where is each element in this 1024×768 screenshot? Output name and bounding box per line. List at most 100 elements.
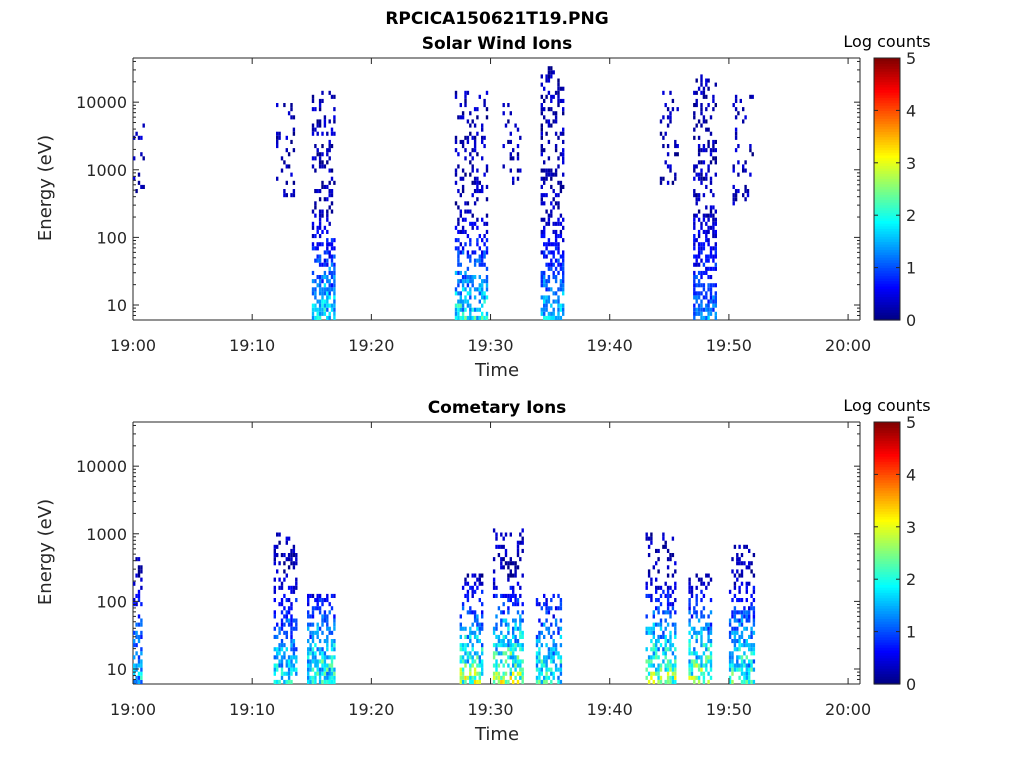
spectrogram-cell (540, 622, 543, 627)
spectrogram-cell (473, 180, 477, 185)
spectrogram-cell (666, 585, 670, 590)
spectrogram-cell (545, 78, 548, 83)
spectrogram-cell (326, 675, 329, 680)
spectrogram-cell (476, 180, 479, 185)
spectrogram-cell (137, 655, 141, 660)
spectrogram-cell (697, 234, 701, 239)
spectrogram-cell (485, 213, 489, 218)
colorbar-segment (874, 257, 900, 261)
spectrogram-cell (476, 115, 479, 120)
spectrogram-cell (693, 663, 696, 668)
colorbar-segment (874, 482, 900, 486)
spectrogram-cell (645, 532, 648, 537)
spectrogram-cell (276, 103, 279, 108)
spectrogram-cell (655, 585, 658, 590)
spectrogram-cell (512, 589, 515, 594)
colorbar-segment (874, 230, 900, 235)
spectrogram-cell (521, 675, 524, 680)
spectrogram-cell (740, 679, 744, 684)
spectrogram-cell (290, 647, 293, 652)
spectrogram-cell (697, 675, 701, 680)
spectrogram-cell (307, 671, 310, 676)
spectrogram-cell (674, 667, 677, 672)
spectrogram-cell (290, 193, 293, 198)
spectrogram-cell (323, 659, 327, 664)
spectrogram-cell (500, 639, 503, 644)
spectrogram-cell (316, 148, 319, 153)
spectrogram-cell (752, 606, 756, 611)
spectrogram-cell (702, 148, 706, 153)
spectrogram-cell (702, 626, 706, 631)
spectrogram-cell (712, 266, 715, 271)
x-tick-label: 19:00 (110, 700, 156, 719)
colorbar-segment (874, 81, 900, 85)
spectrogram-cell (705, 82, 708, 87)
spectrogram-cell (495, 634, 498, 639)
spectrogram-cell (652, 610, 655, 615)
spectrogram-cell (290, 679, 293, 684)
spectrogram-cell (464, 279, 467, 284)
spectrogram-cell (707, 213, 710, 218)
spectrogram-cell (273, 626, 276, 631)
spectrogram-cell (280, 618, 284, 623)
spectrogram-cell (728, 651, 732, 656)
spectrogram-cell (333, 647, 336, 652)
spectrogram-cell (290, 667, 293, 672)
spectrogram-cell (562, 172, 565, 177)
spectrogram-cell (697, 270, 701, 275)
spectrogram-cell (535, 667, 539, 672)
spectrogram-cell (314, 663, 317, 668)
spectrogram-cell (557, 86, 560, 91)
spectrogram-cell (736, 618, 739, 623)
spectrogram-cell (714, 266, 717, 271)
spectrogram-cell (311, 639, 315, 644)
spectrogram-cell (509, 569, 512, 574)
spectrogram-cell (674, 675, 677, 680)
spectrogram-cell (507, 647, 510, 652)
spectrogram-cell (316, 606, 319, 611)
spectrogram-cell (318, 610, 322, 615)
spectrogram-cell (707, 671, 710, 676)
colorbar-tick-label: 4 (906, 465, 916, 484)
spectrogram-cell (500, 532, 503, 537)
spectrogram-cell (454, 201, 458, 206)
spectrogram-cell (330, 643, 334, 648)
spectrogram-cell (321, 311, 324, 316)
spectrogram-cell (133, 667, 136, 672)
spectrogram-cell (321, 307, 324, 312)
spectrogram-cell (748, 671, 751, 676)
spectrogram-cell (688, 651, 691, 656)
spectrogram-cell (323, 270, 327, 275)
spectrogram-cell (314, 287, 317, 292)
spectrogram-cell (278, 131, 281, 136)
spectrogram-cell (481, 189, 484, 194)
spectrogram-cell (276, 144, 279, 149)
spectrogram-cell (693, 279, 696, 284)
spectrogram-cell (323, 614, 327, 619)
spectrogram-cell (280, 602, 284, 607)
spectrogram-cell (752, 659, 756, 664)
spectrogram-cell (466, 643, 470, 648)
colorbar-segment (874, 487, 900, 491)
spectrogram-cell (461, 602, 465, 607)
spectrogram-cell (690, 589, 694, 594)
spectrogram-cell (552, 270, 555, 275)
plot-area-solar-wind (132, 57, 861, 321)
spectrogram-cell (516, 548, 520, 553)
spectrogram-cell (307, 655, 310, 660)
spectrogram-cell (466, 90, 470, 95)
spectrogram-cell (709, 246, 713, 251)
spectrogram-cell (557, 90, 560, 95)
spectrogram-cell (507, 573, 510, 578)
spectrogram-cell (314, 655, 317, 660)
spectrogram-cell (326, 148, 329, 153)
spectrogram-cell (469, 307, 472, 312)
spectrogram-cell (700, 639, 703, 644)
spectrogram-cell (283, 193, 286, 198)
spectrogram-cell (662, 144, 665, 149)
spectrogram-cell (693, 287, 696, 292)
spectrogram-cell (318, 98, 322, 103)
spectrogram-cell (734, 131, 738, 136)
spectrogram-cell (512, 663, 515, 668)
spectrogram-cell (740, 581, 744, 586)
